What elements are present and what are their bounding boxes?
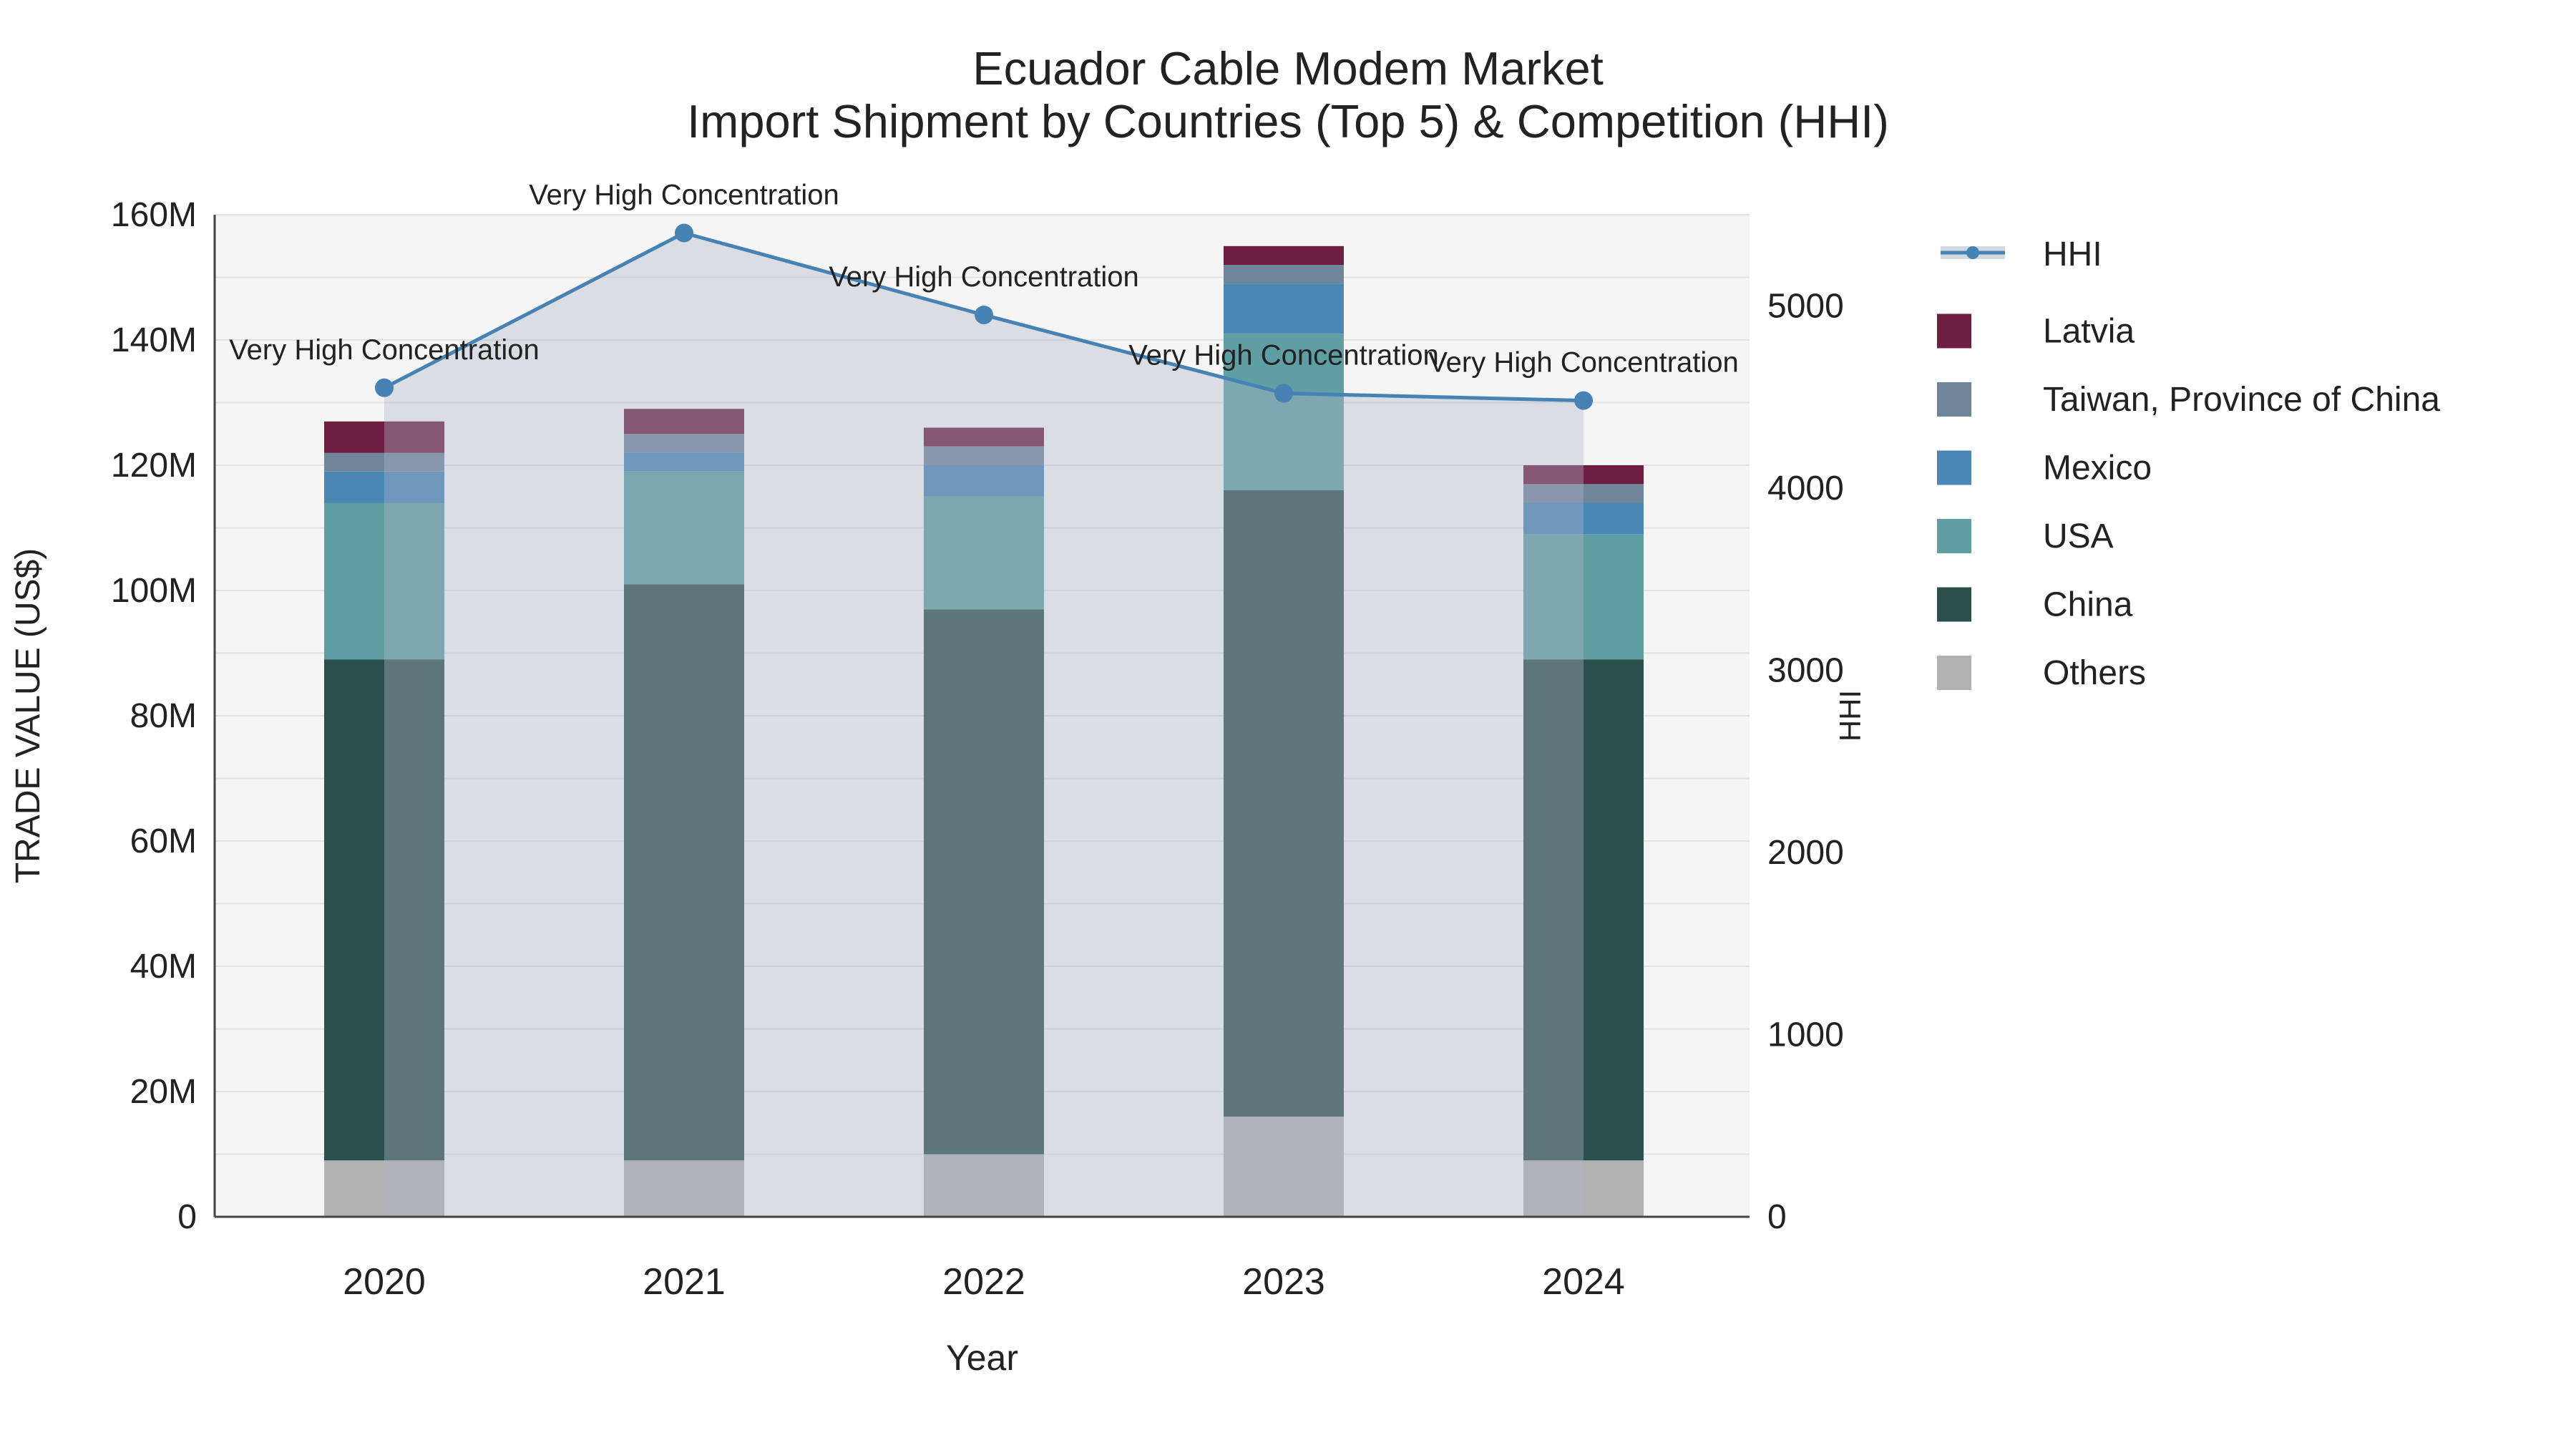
svg-text:Very High Concentration: Very High Concentration [1428,347,1739,379]
svg-text:5000: 5000 [1767,287,1844,325]
svg-text:Others: Others [2043,654,2146,692]
svg-text:2022: 2022 [942,1261,1025,1303]
svg-text:Very High Concentration: Very High Concentration [529,180,839,211]
svg-text:Very High Concentration: Very High Concentration [829,261,1139,293]
svg-text:USA: USA [2043,517,2114,555]
svg-text:2023: 2023 [1242,1261,1325,1303]
svg-text:0: 0 [1767,1198,1787,1236]
svg-text:Taiwan, Province of China: Taiwan, Province of China [2043,381,2440,419]
svg-text:3000: 3000 [1767,651,1844,689]
svg-text:4000: 4000 [1767,470,1844,507]
svg-text:Year: Year [946,1338,1018,1378]
svg-text:1000: 1000 [1767,1016,1844,1054]
svg-text:HHI: HHI [2043,235,2102,273]
svg-text:2021: 2021 [643,1261,726,1303]
svg-text:120M: 120M [111,447,197,485]
svg-text:0: 0 [177,1198,197,1236]
svg-text:20M: 20M [130,1073,197,1111]
svg-text:TRADE VALUE (US$): TRADE VALUE (US$) [9,548,47,884]
svg-text:60M: 60M [130,822,197,860]
svg-text:2024: 2024 [1542,1261,1625,1303]
svg-text:2020: 2020 [343,1261,426,1303]
svg-text:Very High Concentration: Very High Concentration [1128,340,1439,371]
svg-text:Import Shipment by Countries (: Import Shipment by Countries (Top 5) & C… [687,95,1889,147]
svg-text:HHI: HHI [1833,690,1867,742]
svg-text:Latvia: Latvia [2043,313,2135,351]
svg-text:Mexico: Mexico [2043,449,2152,487]
svg-text:80M: 80M [130,697,197,735]
svg-text:100M: 100M [111,572,197,610]
svg-text:2000: 2000 [1767,834,1844,872]
svg-text:140M: 140M [111,321,197,359]
svg-text:160M: 160M [111,196,197,234]
svg-text:Very High Concentration: Very High Concentration [229,334,540,366]
svg-text:Ecuador Cable Modem Market: Ecuador Cable Modem Market [972,42,1604,94]
svg-text:40M: 40M [130,948,197,986]
svg-text:China: China [2043,586,2133,624]
